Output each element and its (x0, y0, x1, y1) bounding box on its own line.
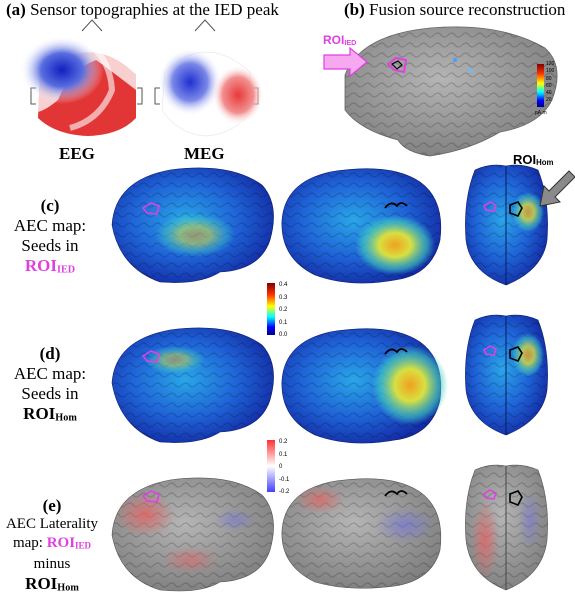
panel-e-roi2: ROIHom (25, 574, 79, 594)
roi-ied-callout-label: ROIIED (323, 33, 356, 47)
aec-tick: 0.1 (279, 319, 288, 326)
aec-colorbar (267, 283, 275, 335)
panel-c-roi: ROIIED (24, 256, 76, 276)
eeg-label: EEG (59, 144, 95, 163)
panel-d-line1: AEC map: (13, 364, 87, 383)
panel-e-label: (e) AEC Laterality map: ROIIED minus ROI… (0, 496, 104, 598)
brain-e-dorsal (465, 464, 548, 591)
lat-tick: 0.2 (279, 439, 288, 445)
aec-tick: 0.2 (279, 307, 288, 313)
panel-e-line3: minus (33, 556, 71, 573)
eeg-topography (20, 19, 143, 136)
panel-d-roi: ROIHom (23, 404, 77, 424)
panel-e-line1: AEC Laterality (5, 516, 99, 532)
source-tick: 40 (546, 90, 552, 97)
brain-c-right-lateral (281, 168, 442, 284)
source-colorbar (537, 64, 544, 107)
roi-hom-callout-label: ROIHom (513, 152, 553, 167)
aec-tick: 0.4 (279, 282, 288, 288)
source-colorbar-unit: pA.m (535, 110, 547, 116)
panel-b-letter: (b) (344, 0, 365, 19)
lat-tick: 0.1 (279, 451, 288, 458)
panel-c-line1: AEC map: (13, 216, 87, 235)
roi-hom-callout-sub: Hom (536, 158, 554, 168)
panel-d-letter: (d) (39, 344, 61, 363)
brain-d-right-lateral (281, 328, 448, 444)
brain-e-right-lateral (281, 478, 442, 589)
aec-tick: 0.0 (279, 332, 288, 338)
lat-tick: -0.2 (279, 489, 290, 495)
source-tick: 80 (546, 75, 552, 82)
panel-d-line2: Seeds in (21, 384, 79, 403)
roi-hom-callout-arrow (539, 170, 575, 207)
brain-e-left-lateral (111, 477, 274, 592)
laterality-colorbar (267, 440, 275, 492)
fusion-source-brain (344, 26, 558, 157)
source-tick: 60 (546, 82, 552, 89)
panel-a-letter: (a) (6, 0, 26, 19)
brain-c-left-lateral (111, 167, 274, 283)
roi-hom-callout-text: ROI (513, 152, 537, 167)
source-tick: 120 (546, 61, 555, 67)
aec-colorbar-ticks: 0.4 0.3 0.2 0.1 0.0 (279, 279, 287, 342)
brain-d-left-lateral (111, 327, 274, 443)
panel-a-heading: (a) Sensor topographies at the IED peak (6, 0, 279, 20)
meg-label: MEG (184, 144, 225, 163)
panel-c-label: (c) AEC map: Seeds in ROIIED (0, 196, 100, 281)
panel-d-label: (d) AEC map: Seeds in ROIHom (0, 344, 100, 429)
source-tick: 100 (546, 68, 555, 75)
laterality-colorbar-ticks: 0.2 0.1 0 -0.1 -0.2 (279, 436, 289, 499)
source-colorbar-ticks: 120 100 80 60 40 20 (546, 61, 554, 105)
panel-e-line2: map: ROIIED (12, 535, 92, 551)
panel-b-title: Fusion source reconstruction (369, 0, 566, 19)
roi-ied-callout-text: ROI (323, 33, 345, 47)
panel-e-letter: (e) (42, 496, 62, 515)
panel-c-letter: (c) (40, 196, 60, 215)
panel-c-line2: Seeds in (21, 236, 79, 255)
roi-ied-arrow (323, 46, 368, 78)
lat-tick: -0.1 (279, 476, 290, 483)
brain-d-dorsal (465, 314, 548, 436)
aec-tick: 0.3 (279, 294, 288, 301)
brain-c-dorsal (465, 164, 548, 286)
source-tick: 20 (546, 97, 552, 104)
panel-a-title: Sensor topographies at the IED peak (30, 0, 279, 19)
roi-ied-callout-sub: IED (344, 38, 357, 48)
meg-topography (154, 19, 264, 137)
panel-b-heading: (b) Fusion source reconstruction (344, 0, 565, 20)
lat-tick: 0 (279, 464, 283, 470)
